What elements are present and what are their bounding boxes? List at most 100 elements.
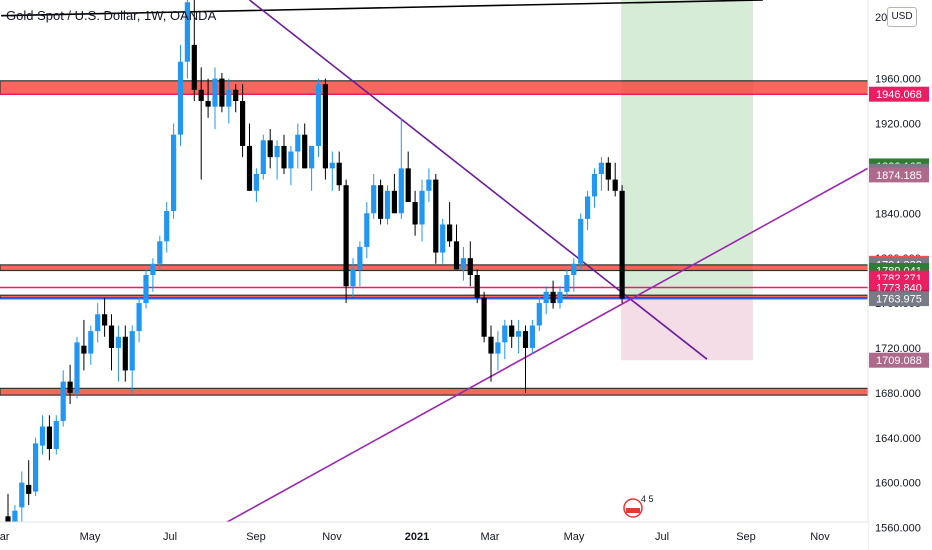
candle-body-2 — [19, 482, 25, 508]
candle-body-66 — [460, 258, 466, 270]
candle-body-34 — [240, 101, 246, 146]
time-axis-bg — [0, 522, 868, 550]
candle-body-52 — [364, 213, 370, 247]
candle-body-14 — [102, 314, 108, 326]
sr-zone-3[interactable] — [0, 387, 869, 396]
y-tick-top: 20 — [875, 12, 887, 24]
candle-body-86 — [598, 162, 604, 174]
candle-body-27 — [191, 44, 197, 90]
candle-body-80 — [557, 291, 563, 304]
candle-body-38 — [267, 140, 273, 158]
candle-body-13 — [95, 314, 101, 332]
candle-body-62 — [433, 179, 439, 253]
candle-body-55 — [384, 190, 391, 219]
candle-body-67 — [467, 258, 473, 275]
y-tick-1: 1600.000 — [875, 478, 921, 490]
candle-body-43 — [302, 134, 308, 169]
candle-body-58 — [405, 168, 411, 203]
sr-zone-1[interactable] — [0, 264, 869, 272]
candle-body-40 — [281, 145, 287, 169]
price-badge-bg-3 — [869, 167, 929, 183]
candle-body-81 — [564, 275, 570, 292]
x-tick-3: Sep — [246, 531, 266, 543]
price-badge-bg-10 — [869, 291, 929, 307]
candle-body-29 — [205, 101, 211, 107]
candle-body-48 — [336, 162, 342, 186]
y-tick-10: 1960.000 — [875, 74, 921, 86]
resistance-trendline[interactable] — [1, 0, 763, 17]
candle-body-7 — [53, 420, 59, 449]
candle-body-63 — [440, 224, 446, 253]
candle-body-73 — [509, 325, 515, 337]
candle-body-89 — [619, 190, 625, 299]
x-tick-8: Jul — [655, 531, 669, 543]
candle-body-69 — [481, 297, 487, 337]
price-badge-0: 1946.068 — [876, 89, 922, 101]
candle-body-49 — [343, 185, 349, 287]
candle-body-70 — [488, 336, 494, 354]
candle-body-11 — [81, 345, 87, 354]
candle-body-54 — [378, 185, 384, 219]
candle-body-83 — [578, 218, 584, 264]
candle-body-72 — [502, 325, 508, 343]
candle-body-68 — [474, 275, 480, 298]
candle-body-26 — [184, 2, 190, 62]
broker-logo-stripe-icon — [626, 508, 640, 513]
candle-body-71 — [495, 342, 501, 354]
candle-body-22 — [157, 241, 163, 264]
candle-body-41 — [288, 151, 294, 169]
symbol-title: Gold Spot / U.S. Dollar, 1W, OANDA — [6, 8, 217, 23]
candle-body-16 — [115, 336, 121, 348]
candle-body-65 — [453, 241, 460, 270]
candle-body-51 — [357, 246, 363, 270]
candle-body-17 — [122, 336, 128, 371]
x-tick-6: Mar — [481, 531, 500, 543]
y-tick-7: 1840.000 — [875, 208, 921, 220]
candle-body-50 — [350, 269, 356, 287]
candle-body-74 — [516, 331, 522, 337]
candle-body-18 — [129, 331, 135, 371]
candle-body-75 — [522, 331, 529, 348]
candle-body-30 — [212, 78, 218, 107]
y-tick-0: 1560.000 — [875, 523, 921, 535]
candle-body-32 — [226, 89, 232, 107]
x-tick-4: Nov — [322, 531, 342, 543]
x-tick-1: May — [80, 531, 101, 543]
candle-body-3 — [26, 484, 32, 494]
y-tick-2: 1640.000 — [875, 433, 921, 445]
x-tick-10: Nov — [810, 531, 830, 543]
candle-body-47 — [329, 162, 335, 169]
ascending-trendline[interactable] — [180, 167, 869, 549]
candle-body-56 — [391, 190, 397, 214]
candle-body-33 — [233, 89, 239, 102]
candle-body-35 — [246, 145, 253, 191]
candle-body-64 — [447, 224, 453, 242]
long-position-profit-zone[interactable] — [621, 0, 753, 299]
candle-body-84 — [585, 196, 591, 219]
candle-body-76 — [529, 325, 535, 348]
candle-body-39 — [274, 145, 280, 158]
candle-body-28 — [198, 89, 204, 102]
candle-body-31 — [219, 78, 225, 107]
broker-logo-text: 4 5 — [641, 494, 654, 504]
candle-body-59 — [412, 202, 418, 225]
sr-zone-0[interactable] — [0, 80, 869, 95]
currency-button[interactable]: USD — [887, 7, 917, 27]
x-tick-0: Mar — [0, 531, 10, 543]
candle-body-23 — [164, 211, 170, 242]
candle-body-36 — [253, 173, 259, 191]
price-badge-bg-11 — [869, 352, 929, 368]
price-badge-11: 1709.088 — [876, 355, 922, 367]
candle-body-25 — [177, 61, 184, 135]
candle-body-53 — [371, 185, 377, 214]
x-tick-7: May — [564, 531, 585, 543]
candle-body-9 — [67, 381, 73, 393]
candle-body-20 — [143, 275, 149, 304]
candle-body-6 — [46, 426, 52, 449]
candle-body-24 — [171, 134, 177, 212]
candle-body-21 — [150, 263, 156, 275]
candle-body-79 — [550, 291, 556, 304]
candle-body-77 — [536, 303, 542, 326]
